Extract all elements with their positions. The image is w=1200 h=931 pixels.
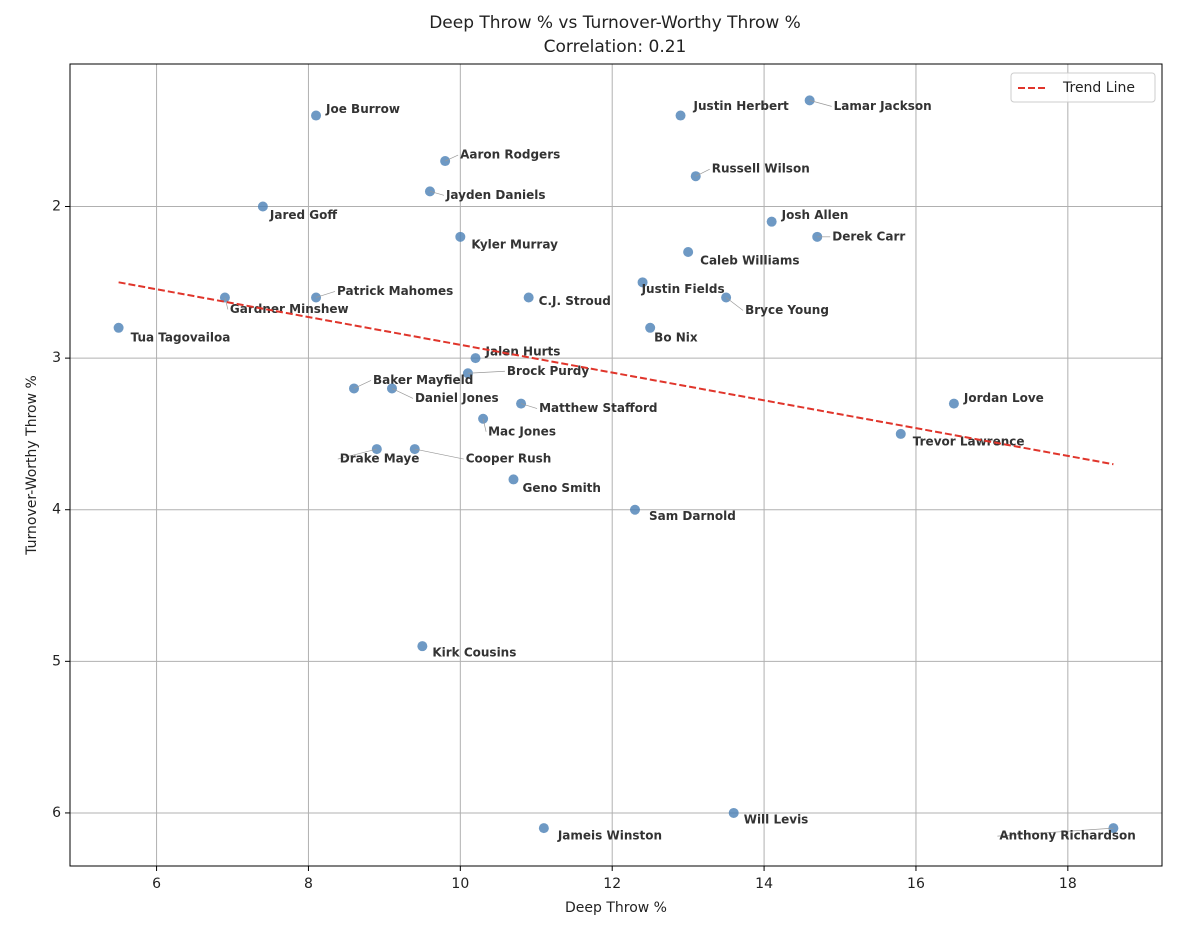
point-label: Jayden Daniels	[445, 188, 546, 202]
leader-line	[467, 370, 505, 374]
point-label: C.J. Stroud	[539, 294, 611, 308]
x-tick-label: 18	[1059, 876, 1077, 892]
x-tick-label: 10	[451, 876, 469, 892]
point-label: Derek Carr	[832, 229, 905, 243]
point-label: Sam Darnold	[649, 509, 736, 523]
point-label: Tua Tagovailoa	[131, 330, 231, 344]
point-label: Anthony Richardson	[999, 829, 1135, 843]
point-label: Jared Goff	[269, 208, 337, 222]
point-label: Geno Smith	[522, 481, 601, 495]
point	[683, 246, 694, 257]
x-tick-label: 6	[152, 876, 161, 892]
leader-line	[391, 388, 414, 399]
y-tick-label: 4	[52, 502, 61, 518]
legend-label: Trend Line	[1062, 80, 1135, 96]
y-tick-label: 3	[52, 350, 61, 366]
leader-line	[444, 154, 459, 162]
leader-line	[429, 191, 445, 196]
x-tick-label: 12	[603, 876, 621, 892]
point	[766, 216, 777, 227]
point	[895, 428, 906, 439]
chart-title: Deep Throw % vs Turnover-Worthy Throw %	[429, 13, 801, 33]
point-label: Will Levis	[744, 812, 809, 826]
leader-line	[997, 827, 1114, 837]
point-label: Jalen Hurts	[485, 345, 561, 359]
point-label: Lamar Jackson	[834, 99, 932, 113]
leader-line	[520, 403, 538, 409]
point	[455, 231, 466, 242]
point-label: Matthew Stafford	[539, 401, 657, 415]
x-tick-label: 16	[907, 876, 925, 892]
point-label: Bo Nix	[654, 330, 698, 344]
point	[508, 474, 519, 485]
leader-line	[224, 297, 229, 310]
point	[629, 504, 640, 515]
point-label: Justin Herbert	[693, 99, 789, 113]
y-tick-label: 2	[52, 199, 61, 215]
point-label: Aaron Rodgers	[460, 148, 560, 162]
point	[645, 322, 656, 333]
point-label: Trevor Lawrence	[913, 434, 1025, 448]
point-label: Josh Allen	[781, 208, 849, 222]
leader-line	[695, 168, 710, 177]
point	[311, 110, 322, 121]
point-label: Kyler Murray	[471, 237, 558, 251]
leader-line	[337, 448, 377, 460]
point-label: Russell Wilson	[712, 162, 810, 176]
point	[113, 322, 124, 333]
leader-line	[315, 291, 336, 298]
point-label: Kirk Cousins	[432, 646, 516, 660]
point-label: Jordan Love	[963, 391, 1044, 405]
plot-frame	[69, 63, 1163, 867]
point-label: Gardner Minshew	[230, 302, 349, 316]
chart-subtitle: Correlation: 0.21	[544, 37, 687, 57]
leader-line	[353, 380, 372, 389]
point-label: Brock Purdy	[507, 364, 589, 378]
point	[470, 353, 481, 364]
point-label: Mac Jones	[488, 424, 556, 438]
point-label: Jameis Winston	[557, 829, 662, 843]
leader-line	[725, 297, 744, 311]
point	[637, 277, 648, 288]
point	[523, 292, 534, 303]
y-tick-label: 6	[52, 805, 61, 821]
y-axis-label: Turnover-Worthy Throw %	[24, 375, 40, 556]
y-tick-label: 5	[52, 653, 61, 669]
leader-line	[482, 418, 487, 432]
point	[257, 201, 268, 212]
point-label: Bryce Young	[745, 303, 829, 317]
x-tick-label: 14	[755, 876, 773, 892]
point	[675, 110, 686, 121]
leader-line	[809, 100, 832, 107]
leader-line	[414, 448, 464, 460]
x-axis-label: Deep Throw %	[565, 900, 667, 916]
point-label: Daniel Jones	[415, 391, 499, 405]
point-label: Baker Mayfield	[373, 373, 473, 387]
point-label: Justin Fields	[641, 282, 725, 296]
point	[728, 807, 739, 818]
point-label: Cooper Rush	[466, 452, 552, 466]
point-label: Joe Burrow	[325, 102, 400, 116]
point-label: Caleb Williams	[700, 253, 799, 267]
trend-line	[118, 281, 1114, 466]
point	[417, 641, 428, 652]
legend-box	[1010, 72, 1156, 103]
x-tick-label: 8	[304, 876, 313, 892]
point	[538, 823, 549, 834]
point-label: Patrick Mahomes	[337, 284, 453, 298]
point	[948, 398, 959, 409]
point-label: Drake Maye	[340, 452, 420, 466]
